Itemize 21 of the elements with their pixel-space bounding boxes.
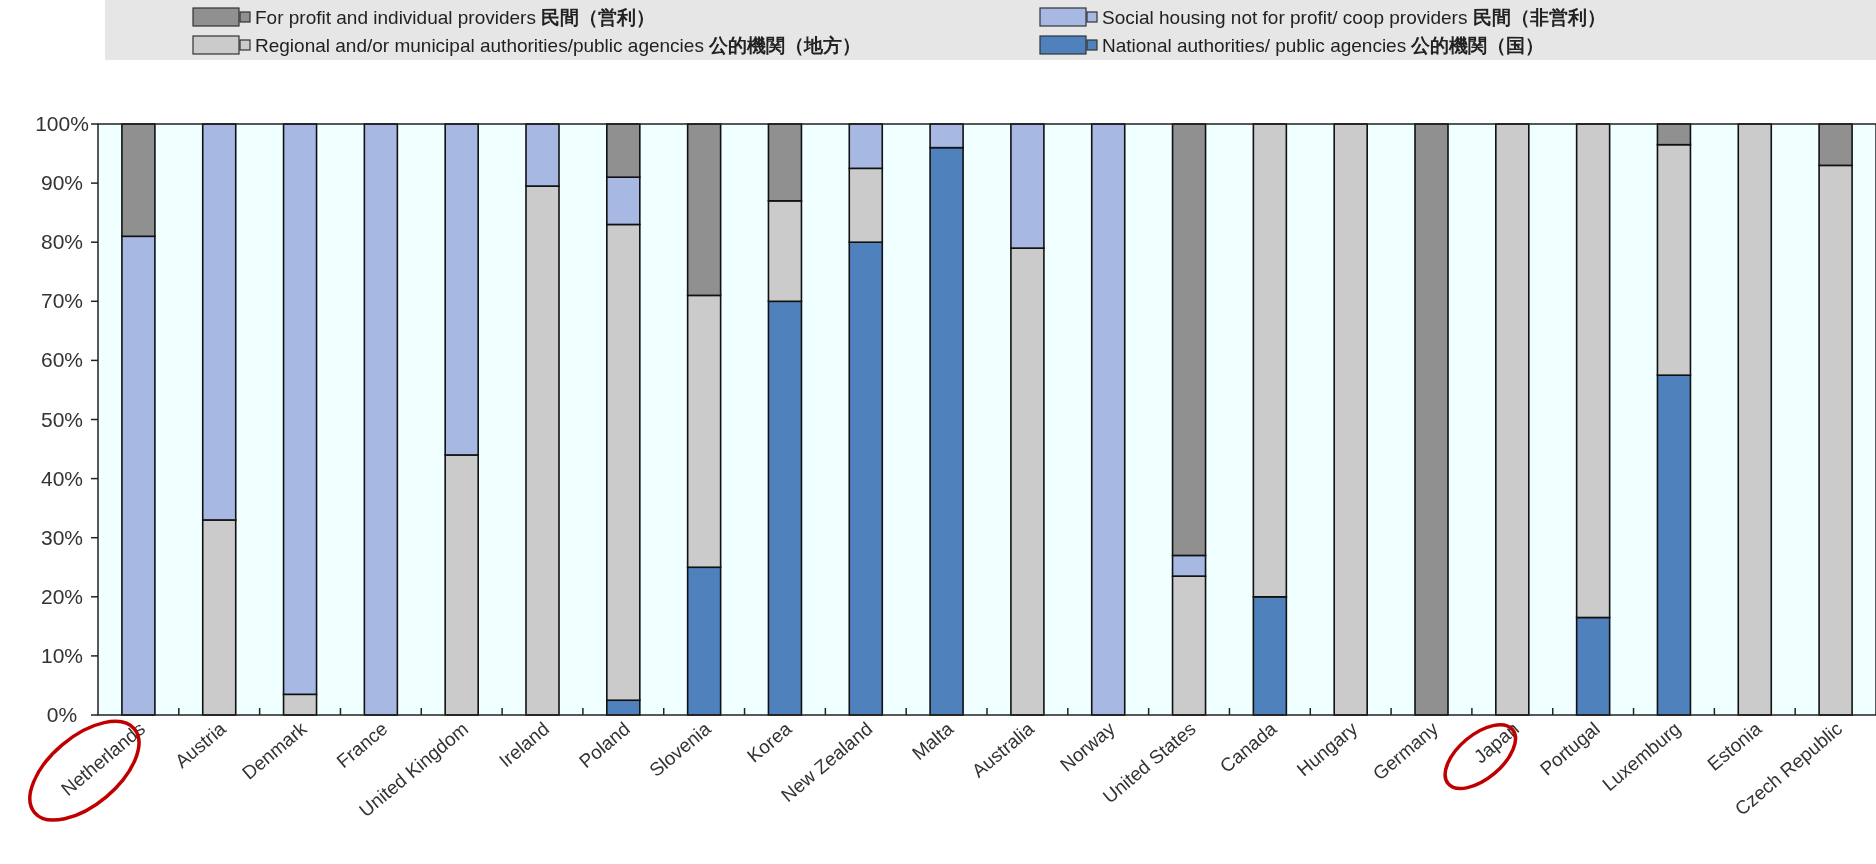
y-tick-label: 30% <box>40 525 84 549</box>
legend-label: Regional and/or municipal authorities/public agencies 公的機関（地方） <box>255 34 862 56</box>
y-tick-label: 0% <box>46 703 78 726</box>
y-tick-label: 10% <box>40 643 84 667</box>
y-tick-label: 60% <box>40 348 84 372</box>
y-tick-label: 40% <box>40 466 84 490</box>
bar <box>363 123 399 716</box>
y-tick-label: 100% <box>35 112 89 135</box>
bar <box>1333 123 1368 716</box>
legend-label: Social housing not for profit/ coop providers 民間（非営利） <box>1102 6 1606 28</box>
bar <box>1414 123 1449 716</box>
y-tick-label: 50% <box>40 407 84 431</box>
y-tick-label: 20% <box>40 584 84 608</box>
y-tick-label: 70% <box>40 289 84 313</box>
y-tick-label: 90% <box>40 171 84 195</box>
bar <box>1090 123 1126 716</box>
y-tick-label: 80% <box>40 230 84 254</box>
bar <box>1495 123 1530 716</box>
legend-label: For profit and individual providers 民間（営利） <box>255 6 656 28</box>
legend-label: National authorities/ public agencies 公的機関（国） <box>1102 34 1545 56</box>
bar <box>1737 123 1773 716</box>
